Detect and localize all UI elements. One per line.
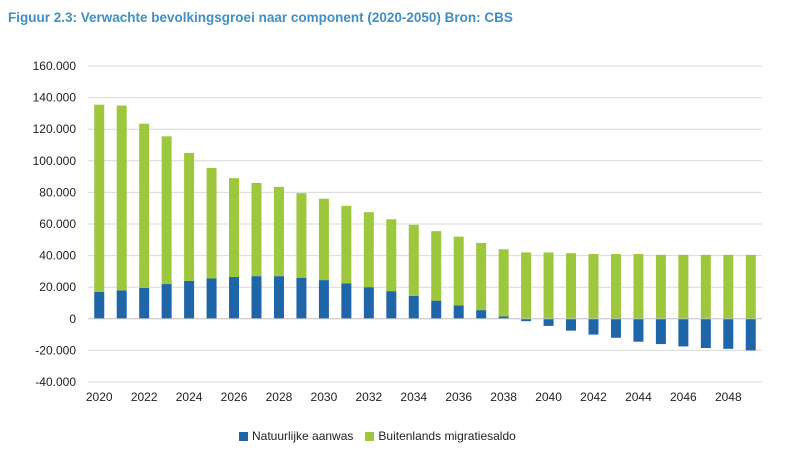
bar-natural-growth-2046 — [678, 318, 689, 347]
bar-natural-growth-2023 — [161, 284, 172, 319]
bar-migration-2036 — [453, 236, 464, 306]
y-tick-label: 100.000 — [33, 154, 77, 168]
y-tick-label: 60.000 — [39, 217, 76, 231]
bar-natural-growth-2048 — [723, 318, 734, 349]
y-tick-label: 40.000 — [39, 249, 76, 263]
bar-migration-2031 — [341, 205, 352, 284]
bar-natural-growth-2043 — [610, 318, 621, 338]
x-tick-label: 2028 — [266, 390, 293, 404]
bar-migration-2048 — [723, 254, 734, 319]
bar-natural-growth-2026 — [229, 276, 240, 319]
bar-migration-2046 — [678, 254, 689, 319]
y-tick-label: 120.000 — [33, 122, 77, 136]
x-tick-label: 2046 — [670, 390, 697, 404]
bar-migration-2038 — [498, 249, 509, 317]
bar-natural-growth-2021 — [116, 290, 127, 319]
x-axis-ticks: 2020 2022 2024 2026 2028 2030 2032 2034 2036 2038… — [86, 390, 742, 404]
bar-migration-2028 — [273, 186, 284, 277]
bar-natural-growth-2044 — [633, 318, 644, 342]
bar-migration-2023 — [161, 136, 172, 285]
bar-migration-2020 — [94, 104, 105, 292]
bar-natural-growth-2027 — [251, 276, 262, 319]
bar-migration-2039 — [521, 252, 532, 319]
bar-migration-2027 — [251, 182, 262, 277]
legend-item-natural-growth: Natuurlijke aanwas — [239, 429, 353, 443]
bar-migration-2021 — [116, 105, 127, 291]
x-tick-label: 2024 — [176, 390, 203, 404]
bar-natural-growth-2034 — [408, 295, 419, 319]
legend-item-migration: Buitenlands migratiesaldo — [365, 429, 516, 443]
bar-migration-2025 — [206, 167, 217, 279]
y-tick-label: -40.000 — [35, 375, 76, 389]
bar-migration-2042 — [588, 254, 599, 319]
x-tick-label: 2034 — [400, 390, 427, 404]
y-tick-label: 140.000 — [33, 91, 77, 105]
bar-migration-2035 — [431, 231, 442, 301]
bar-migration-2045 — [655, 254, 666, 319]
bars — [94, 104, 756, 351]
bar-natural-growth-2031 — [341, 283, 352, 319]
bar-migration-2037 — [476, 242, 487, 311]
legend: Natuurlijke aanwas Buitenlands migraties… — [239, 429, 528, 443]
legend-label-natural-growth: Natuurlijke aanwas — [252, 429, 354, 443]
x-tick-label: 2040 — [535, 390, 562, 404]
chart-title: Figuur 2.3: Verwachte bevolkingsgroei na… — [8, 10, 513, 25]
x-tick-label: 2022 — [131, 390, 158, 404]
bar-natural-growth-2024 — [184, 280, 195, 319]
bar-migration-2024 — [184, 152, 195, 281]
x-tick-label: 2020 — [86, 390, 113, 404]
bar-natural-growth-2042 — [588, 318, 599, 335]
bar-natural-growth-2047 — [700, 318, 711, 349]
bar-natural-growth-2029 — [296, 277, 307, 319]
bar-migration-2033 — [386, 219, 397, 292]
y-tick-label: 0 — [69, 312, 76, 326]
x-tick-label: 2044 — [625, 390, 652, 404]
bar-natural-growth-2037 — [476, 310, 487, 319]
bar-natural-growth-2025 — [206, 278, 217, 319]
y-tick-label: -20.000 — [35, 343, 76, 357]
bar-natural-growth-2028 — [273, 276, 284, 319]
x-tick-label: 2048 — [715, 390, 742, 404]
bar-natural-growth-2033 — [386, 291, 397, 319]
bar-natural-growth-2038 — [498, 316, 509, 319]
bar-migration-2047 — [700, 254, 711, 319]
bar-migration-2040 — [543, 252, 554, 319]
bar-migration-2030 — [318, 198, 329, 281]
bar-natural-growth-2032 — [363, 287, 374, 319]
x-tick-label: 2032 — [355, 390, 382, 404]
x-tick-label: 2036 — [445, 390, 472, 404]
bar-natural-growth-2035 — [431, 300, 442, 319]
legend-label-migration: Buitenlands migratiesaldo — [378, 429, 516, 443]
bar-natural-growth-2030 — [318, 280, 329, 319]
x-tick-label: 2030 — [311, 390, 338, 404]
bar-migration-2029 — [296, 193, 307, 278]
legend-swatch-natural-growth — [239, 431, 248, 441]
bar-migration-2026 — [229, 178, 240, 277]
gridlines — [88, 65, 762, 383]
bar-migration-2041 — [566, 253, 577, 319]
bar-migration-2032 — [363, 212, 374, 288]
x-tick-label: 2038 — [490, 390, 517, 404]
bar-natural-growth-2045 — [655, 318, 666, 345]
bar-natural-growth-2040 — [543, 318, 554, 326]
bar-migration-2043 — [610, 254, 621, 319]
legend-swatch-migration — [365, 431, 375, 441]
x-tick-label: 2026 — [221, 390, 248, 404]
y-axis-ticks: 160.000 140.000 120.000 100.000 80.000 60.000… — [33, 59, 77, 389]
bar-natural-growth-2036 — [453, 305, 464, 319]
bar-natural-growth-2049 — [745, 318, 756, 351]
bar-natural-growth-2041 — [566, 318, 577, 331]
bar-migration-2022 — [139, 123, 150, 288]
y-tick-label: 20.000 — [39, 280, 76, 294]
y-tick-label: 80.000 — [39, 185, 76, 199]
bar-natural-growth-2039 — [521, 318, 532, 322]
bar-migration-2049 — [745, 254, 756, 319]
y-tick-label: 160.000 — [33, 59, 77, 73]
bar-migration-2034 — [408, 224, 419, 296]
bar-natural-growth-2020 — [94, 291, 105, 319]
bar-natural-growth-2022 — [139, 287, 150, 319]
bar-migration-2044 — [633, 254, 644, 319]
x-tick-label: 2042 — [580, 390, 607, 404]
